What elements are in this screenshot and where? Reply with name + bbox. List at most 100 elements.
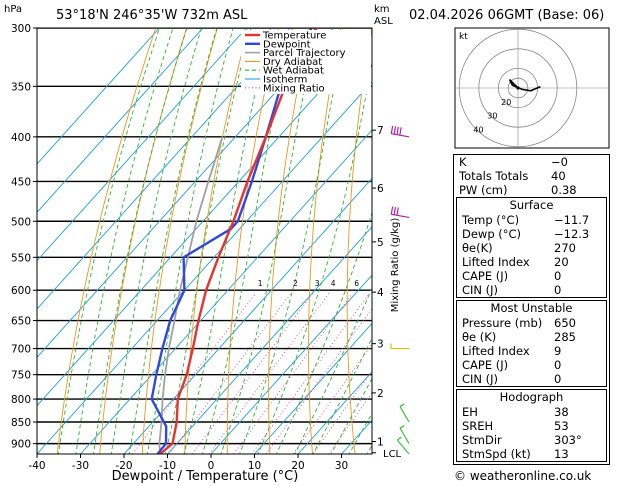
wind-barb-925	[396, 436, 410, 455]
hodo-ring-label-20: 20	[501, 98, 511, 107]
wet-adiabat	[75, 28, 174, 454]
xtick-label--30: -30	[72, 460, 89, 472]
copyright: © weatheronline.co.uk	[454, 469, 591, 483]
hodograph-unit-label: kt	[459, 32, 468, 42]
wet-adiabat	[57, 28, 160, 454]
surface-row: Dewp (°C) −12.3	[457, 227, 606, 241]
km-label-4: 4	[377, 287, 384, 299]
ytick-label-750: 750	[11, 370, 31, 382]
wet-adiabat	[128, 28, 218, 454]
hodograph-value: 303°	[554, 433, 582, 447]
dry-adiabat	[618, 28, 629, 454]
ytick-label-800: 800	[11, 394, 31, 406]
surface-label: Temp (°C)	[462, 213, 520, 227]
wind-barb-495	[390, 206, 410, 219]
surface-row: CAPE (J) 0	[457, 269, 606, 283]
most-unstable-row: θe (K) 285	[457, 330, 606, 344]
profile-temperature	[159, 28, 318, 454]
hodo-trace	[508, 79, 541, 92]
most-unstable-label: CIN (J)	[462, 372, 499, 386]
isotherm--10	[167, 226, 372, 454]
mixing-ratio-line-20	[312, 370, 372, 454]
hodograph-value: 13	[554, 447, 569, 461]
index-row: Totals Totals 40	[454, 169, 609, 183]
profile-parcel-trajectory	[158, 136, 224, 454]
surface-value: 0	[554, 283, 562, 297]
wet-adiabat	[110, 28, 202, 454]
most-unstable-value: 0	[554, 358, 562, 372]
isotherm-0	[210, 274, 372, 454]
mixing-ratio-label-1: 1	[258, 279, 263, 288]
wet-adiabat	[183, 28, 272, 454]
legend-label-parcel-trajectory: Parcel Trajectory	[263, 48, 346, 59]
isotherm-20	[297, 371, 372, 454]
wet-adiabat	[276, 211, 372, 454]
legend-label-temperature: Temperature	[262, 31, 326, 42]
km-label-7: 7	[377, 125, 384, 137]
datetime-title: 02.04.2026 06GMT (Base: 06)	[409, 8, 604, 23]
index-row: PW (cm) 0.38	[454, 183, 609, 197]
indices-panel: K −0 Totals Totals 40 PW (cm) 0.38 Surface Te…	[453, 154, 610, 465]
km-label-1: 1	[377, 437, 384, 449]
legend-label-wet-adiabat: Wet Adiabat	[263, 66, 324, 77]
isotherm--30	[80, 129, 372, 454]
ytick-label-700: 700	[11, 344, 31, 356]
hodograph-stats-box: Hodograph EH 38 SREH 53 StmDir 303° StmSpd (kt…	[456, 389, 607, 462]
km-label-6: 6	[377, 183, 384, 195]
surface-row: Temp (°C) −11.7	[457, 213, 606, 227]
hodograph-label: EH	[462, 405, 478, 419]
profile-dewpoint	[150, 28, 313, 454]
km-axis-title: km	[374, 4, 390, 15]
surface-value: −12.3	[554, 227, 590, 241]
most-unstable-box: Most Unstable Pressure (mb) 650 θe (K) 285 L…	[456, 300, 607, 387]
mixing-ratio-label-2: 2	[293, 279, 298, 288]
wind-barb-700	[390, 343, 409, 350]
hodograph-row: EH 38	[457, 405, 606, 419]
xtick-label--20: -20	[115, 460, 132, 472]
isotherm--60	[37, 28, 334, 358]
xtick-label--40: -40	[28, 460, 45, 472]
ytick-label-500: 500	[11, 216, 31, 228]
wind-barb-850	[399, 403, 410, 423]
mixing-ratio-label-15: 15	[408, 279, 418, 288]
wet-adiabat	[239, 28, 347, 454]
dry-adiabat	[308, 28, 342, 454]
surface-value: −11.7	[554, 213, 590, 227]
hodograph-label: SREH	[462, 419, 494, 433]
hodograph-label: StmSpd (kt)	[462, 447, 531, 461]
most-unstable-row: Pressure (mb) 650	[457, 316, 606, 330]
mixing-ratio-line-25	[328, 391, 372, 454]
mixing-ratio-label-4: 4	[331, 279, 336, 288]
surface-box: Surface Temp (°C) −11.7 Dewp (°C) −12.3 θe(K…	[456, 197, 607, 298]
hodograph-value: 53	[554, 419, 569, 433]
most-unstable-value: 9	[554, 344, 562, 358]
km-label-5: 5	[377, 237, 384, 249]
legend-label-dry-adiabat: Dry Adiabat	[263, 57, 322, 68]
index-label: Totals Totals	[459, 169, 529, 183]
xtick-label-10: 10	[248, 460, 261, 472]
xtick-label--10: -10	[159, 460, 176, 472]
surface-value: 0	[554, 269, 562, 283]
km-label-2: 2	[377, 388, 384, 400]
surface-label: CIN (J)	[462, 283, 499, 297]
index-label: PW (cm)	[459, 183, 508, 197]
hodograph-row: StmDir 303°	[457, 433, 606, 447]
mixing-ratio-label-20: 20	[427, 279, 437, 288]
ytick-label-300: 300	[11, 23, 31, 35]
plot-frame	[36, 27, 373, 455]
surface-row: Lifted Index 20	[457, 255, 606, 269]
mixing-ratio-line-1	[132, 293, 257, 454]
surface-value: 270	[554, 241, 576, 255]
most-unstable-title: Most Unstable	[490, 301, 573, 315]
surface-row: CIN (J) 0	[457, 283, 606, 297]
dry-adiabat	[226, 28, 280, 454]
ytick-label-600: 600	[11, 285, 31, 297]
xtick-label-0: 0	[208, 460, 215, 472]
mixing-ratio-line-3	[191, 293, 314, 454]
isotherm-10	[254, 322, 372, 454]
asl-axis-title: ASL	[374, 16, 393, 27]
hpa-axis-title: hPa	[4, 4, 22, 15]
wet-adiabat	[165, 28, 252, 454]
index-label: K	[459, 155, 467, 169]
